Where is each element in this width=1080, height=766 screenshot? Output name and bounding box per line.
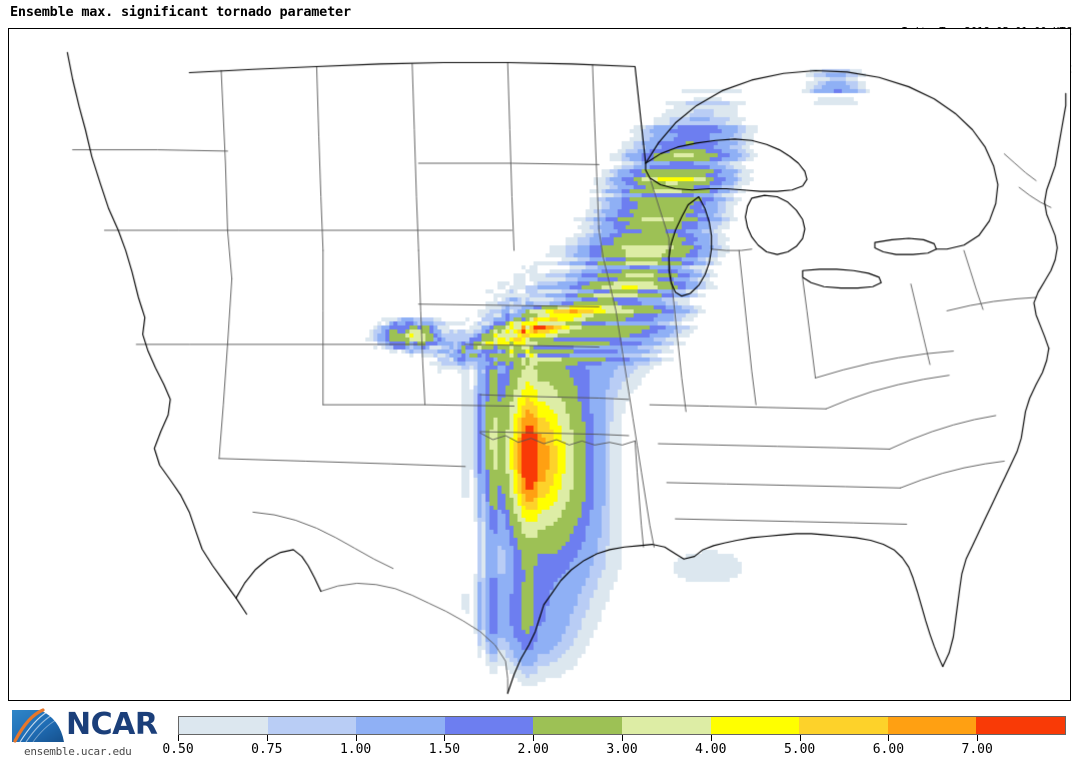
colorbar-label-8: 6.00 <box>872 742 905 757</box>
plot-header: Ensemble max. significant tornado parame… <box>0 0 1080 76</box>
colorbar-segment-7 <box>799 717 888 734</box>
colorbar-tick-7 <box>799 735 801 741</box>
colorbar-tick-labels: 0.50 0.75 1.00 1.50 2.00 3.00 4.00 5.00 6.00 7.00 <box>162 735 1066 762</box>
colorbar-segment-0 <box>179 717 268 734</box>
colorbar-segment-9 <box>976 717 1065 734</box>
colorbar-segment-2 <box>356 717 445 734</box>
colorbar-segment-3 <box>444 717 534 734</box>
colorbar-tick-2 <box>355 735 357 741</box>
ncar-wordmark: NCAR <box>66 707 158 742</box>
colorbar-label-2: 1.00 <box>339 742 372 757</box>
colorbar-segment-8 <box>887 717 977 734</box>
colorbar[interactable]: 0.50 0.75 1.00 1.50 2.00 3.00 4.00 5.00 6.00 7.00 <box>162 716 1066 762</box>
colorbar-label-3: 1.50 <box>428 742 461 757</box>
colorbar-tick-0 <box>178 735 179 741</box>
ncar-logo-mark <box>12 708 64 743</box>
colorbar-tick-8 <box>888 735 890 741</box>
colorbar-label-5: 3.00 <box>606 742 638 757</box>
page-title: Ensemble max. significant tornado parame… <box>10 4 351 20</box>
colorbar-segment-5 <box>621 717 711 734</box>
plot-footer: NCAR ensemble.ucar.edu 0.50 0.75 1.00 1.50 2… <box>0 701 1080 766</box>
forecast-field-raster <box>9 29 1070 700</box>
colorbar-swatches <box>178 716 1066 735</box>
colorbar-label-9: 7.00 <box>961 742 993 757</box>
colorbar-label-7: 5.00 <box>783 742 816 757</box>
colorbar-label-6: 4.00 <box>695 742 727 757</box>
colorbar-segment-4 <box>533 717 622 734</box>
ensemble-url-label: ensemble.ucar.edu <box>24 745 132 758</box>
colorbar-tick-3 <box>444 735 446 741</box>
colorbar-tick-9 <box>977 735 979 741</box>
ncar-logo[interactable]: NCAR ensemble.ucar.edu <box>8 707 168 763</box>
colorbar-segment-6 <box>710 717 800 734</box>
colorbar-tick-6 <box>710 735 712 741</box>
colorbar-segment-1 <box>267 717 357 734</box>
colorbar-tick-1 <box>266 735 268 741</box>
map-panel[interactable] <box>8 28 1071 701</box>
colorbar-tick-5 <box>622 735 623 741</box>
colorbar-label-1: 0.75 <box>251 742 283 757</box>
colorbar-tick-4 <box>533 735 535 741</box>
colorbar-label-4: 2.00 <box>517 742 549 757</box>
colorbar-label-0: 0.50 <box>162 742 194 757</box>
